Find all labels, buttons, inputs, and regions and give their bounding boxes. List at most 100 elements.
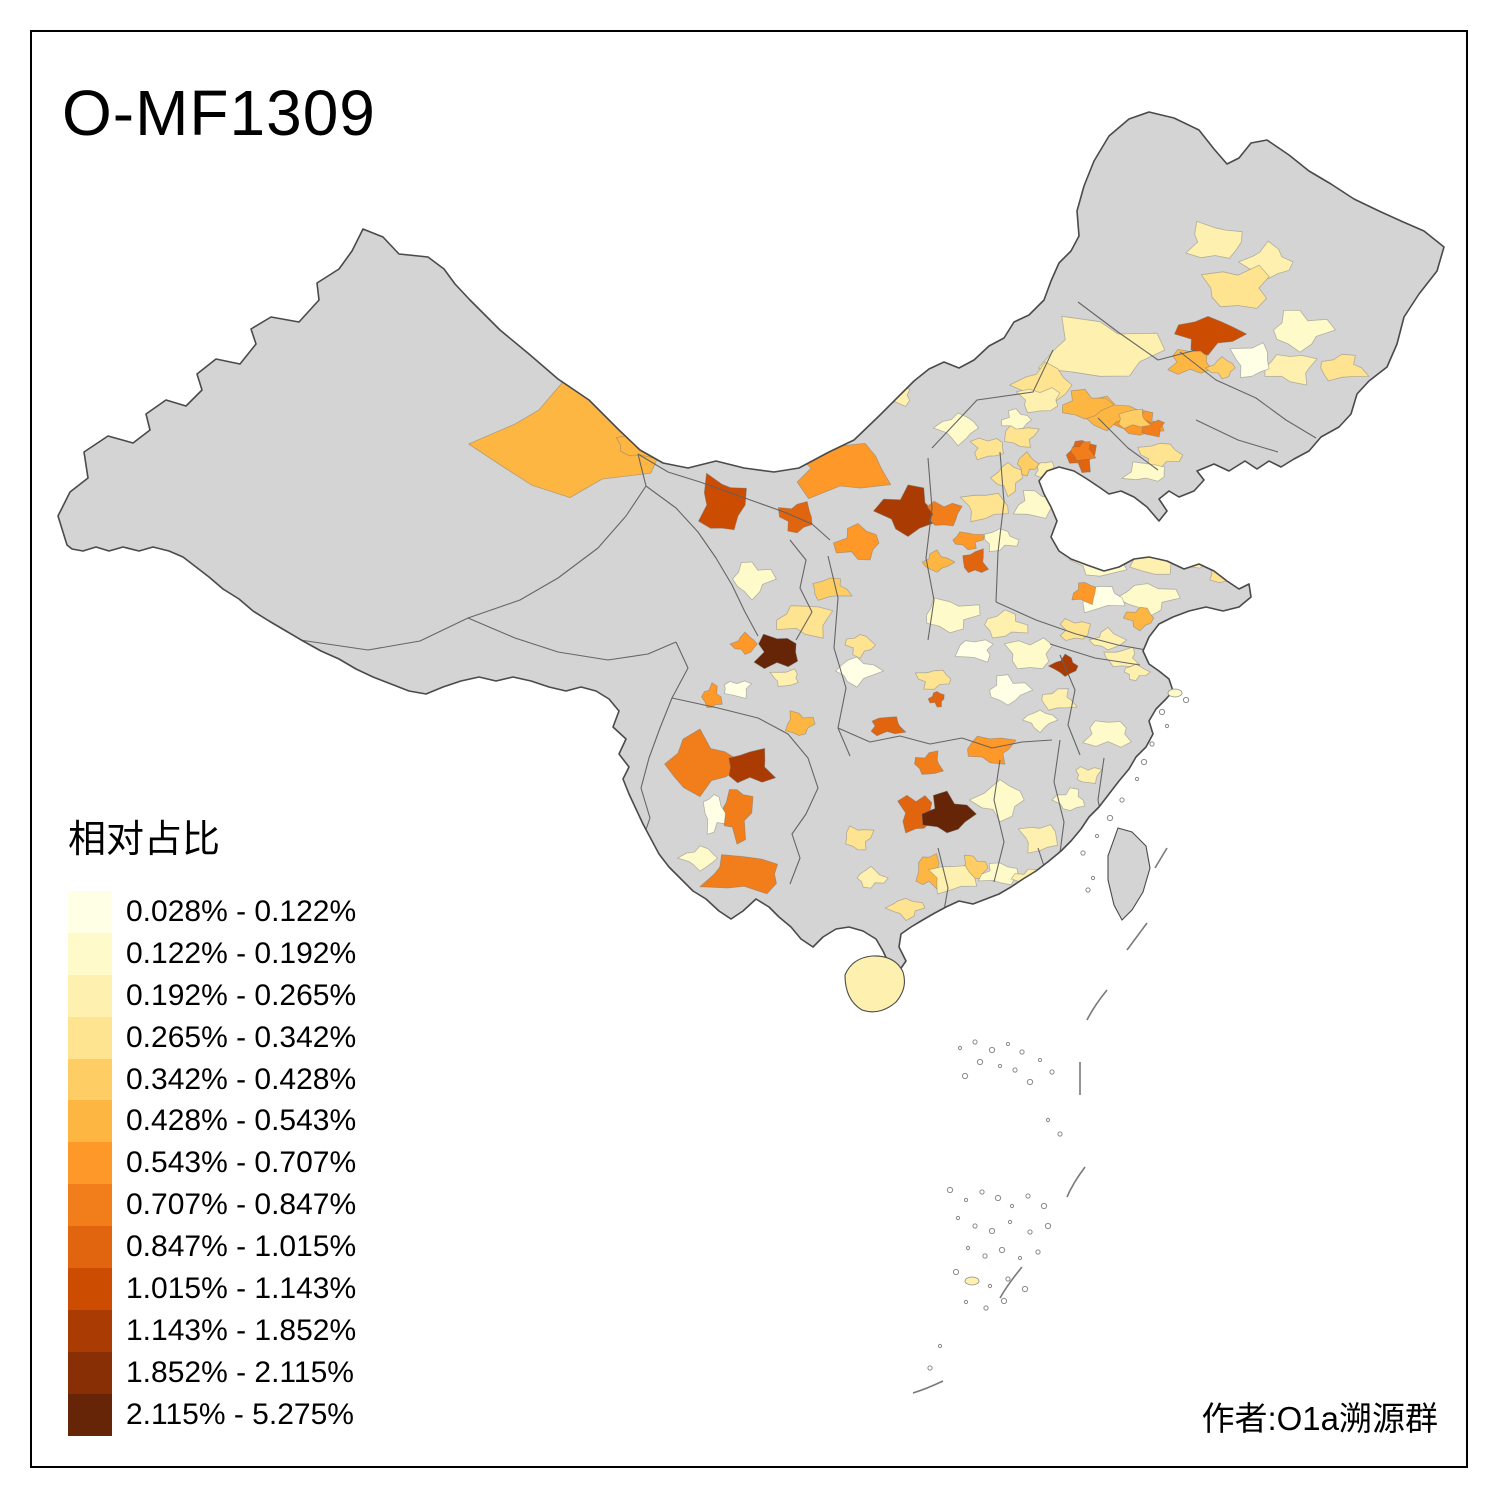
islet-dot [1040,1202,1048,1210]
prefecture-region [1137,442,1184,470]
legend-row: 0.428% - 0.543% [68,1100,357,1143]
prefecture-region [732,561,777,601]
prefecture-region [921,790,977,834]
prefecture-region [928,865,978,895]
islet-dot [1085,887,1091,893]
legend-class-label: 0.192% - 0.265% [126,978,357,1012]
islet-dot [1035,1249,1041,1255]
legend-row: 2.115% - 5.275% [68,1393,356,1436]
prefecture-region [1118,408,1152,429]
legend-row: 0.028% - 0.122% [68,891,356,933]
hainan-island [844,955,905,1013]
prefecture-region [1062,388,1115,420]
islet-dot [955,1215,961,1221]
prefecture-region [1205,356,1236,380]
prefecture-region [701,682,723,708]
legend-row: 0.847% - 1.015% [68,1226,357,1269]
prefecture-region [932,412,979,447]
islet-dot [963,1299,969,1305]
islet-dot [1044,1222,1052,1230]
legend-row: 1.852% - 2.115% [68,1351,356,1394]
legend-swatch [68,1142,112,1185]
islet-dot [1009,1203,1015,1209]
prefecture-region [1123,606,1155,632]
islet-dot [998,1246,1006,1254]
legend-row: 0.265% - 0.342% [68,1016,356,1059]
islet-dot [994,1194,1002,1202]
islet-dot [1007,1219,1013,1225]
legend-class-label: 0.028% - 0.122% [126,894,357,928]
prefecture-region [1041,688,1078,711]
prefecture-region [1004,637,1053,670]
legend-class-label: 0.428% - 0.543% [126,1104,357,1138]
dash-line-segment [912,1380,944,1394]
prefecture-region [1037,315,1166,377]
legend-swatch [68,974,112,1017]
legend-class-label: 0.847% - 1.015% [126,1230,357,1264]
prefecture-region [926,500,963,527]
prefecture-region [1004,425,1040,448]
prefecture-region [1174,538,1229,569]
legend-class-label: 2.115% - 5.275% [126,1397,354,1431]
legend-row: 1.143% - 1.852% [68,1309,356,1352]
islet-dot [1027,1229,1033,1235]
prefecture-region [962,548,989,573]
islet-dot [972,1223,978,1229]
prefecture-region [785,710,816,736]
islet-dot [1005,1041,1011,1047]
prefecture-region [844,634,876,659]
prefecture-region [959,492,1009,523]
islet-dot [957,1045,963,1051]
legend-swatch [68,1100,112,1143]
prefecture-region [1123,663,1151,682]
islet-dot [979,1189,985,1195]
islet-dot [1019,1049,1025,1055]
islet-dot [946,1186,954,1194]
prefecture-region [983,528,1020,552]
south-china-sea-islets [927,696,1190,1371]
islet-dot [1021,1285,1029,1293]
prefecture-region [884,898,926,921]
page-title: O-MF1309 [62,77,376,149]
prefecture-region [984,609,1029,639]
islet-dot [1140,758,1148,766]
prefecture-region [1075,766,1103,784]
legend-row: 0.342% - 0.428% [68,1058,356,1101]
prefecture-region [1229,342,1270,379]
islet-dot [1090,875,1096,881]
dash-line-segment [1154,847,1168,869]
prefecture-region [723,680,752,699]
prefecture-region [753,633,799,670]
islet-dot [963,1197,969,1203]
prefecture-region [914,750,944,775]
small-island [964,1276,980,1286]
islet-dot [1158,708,1166,716]
legend-swatch [68,1184,112,1227]
islet-dot [1149,741,1155,747]
prefecture-region [1185,221,1243,259]
islet-dot [988,1227,996,1235]
prefecture-region [833,523,880,561]
prefecture-region [698,472,747,531]
islet-dot [1134,776,1140,782]
prefecture-region [699,854,778,895]
islet-dot [987,1283,993,1289]
islet-dot [1106,814,1114,822]
prefecture-region [967,735,1017,765]
prefecture-region [1015,387,1061,414]
prefecture-region [1070,441,1097,462]
dash-line-segment [1086,989,1108,1021]
prefecture-region [729,631,758,655]
prefecture-region [856,866,889,889]
prefecture-region [677,845,718,872]
islet-dot [982,1253,988,1259]
legend-row: 0.543% - 0.707% [68,1142,356,1185]
prefecture-region [1048,653,1079,677]
prefecture-region [914,669,952,690]
small-pale-islands [964,688,1183,1286]
prefecture-region [921,549,956,573]
legend-row: 0.192% - 0.265% [68,974,357,1017]
prefecture-region [1012,490,1055,519]
legend-rows: 0.028% - 0.122% 0.122% - 0.192% 0.192% - 0… [68,891,356,1436]
